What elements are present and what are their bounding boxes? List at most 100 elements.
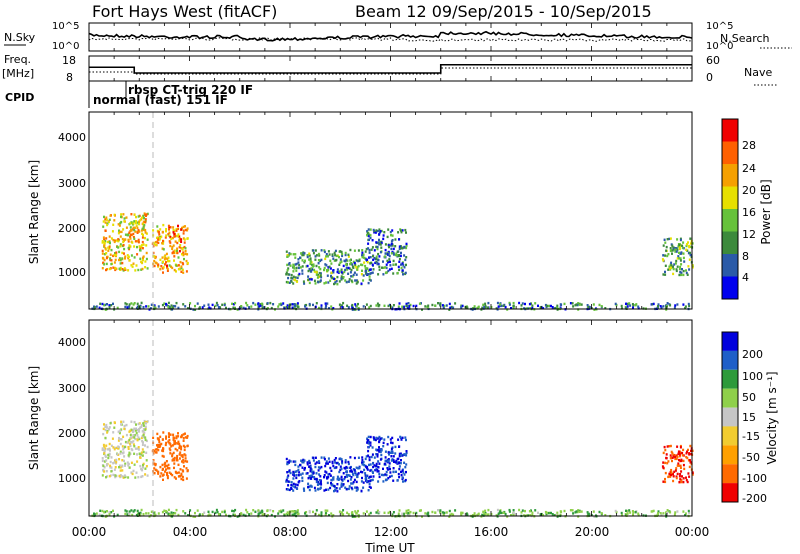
velocity-point — [119, 450, 122, 453]
velocity-point — [114, 459, 116, 462]
power-point — [102, 220, 105, 223]
power-point — [122, 213, 125, 216]
power-point — [685, 271, 688, 275]
power-point — [214, 304, 217, 308]
velocity-point — [288, 469, 291, 472]
power-point — [143, 224, 146, 227]
velocity-point — [137, 446, 140, 449]
power-point — [302, 253, 305, 257]
power-point — [575, 303, 578, 306]
power-point — [373, 231, 376, 234]
velocity-point — [295, 476, 298, 480]
power-point — [361, 263, 364, 267]
velocity-point — [671, 456, 674, 459]
power-point — [542, 307, 545, 310]
power-point — [182, 251, 185, 254]
power-point — [177, 264, 180, 267]
velocity-point — [401, 477, 404, 481]
power-point — [547, 304, 550, 308]
velocity-point — [484, 509, 487, 512]
velocity-point — [393, 460, 395, 463]
velocity-point — [161, 438, 164, 441]
velocity-point — [466, 513, 469, 516]
velocity-point — [366, 441, 369, 444]
power-point — [678, 273, 681, 277]
power-point — [660, 306, 663, 309]
velocity-point — [315, 472, 318, 475]
velocity-point — [112, 446, 115, 449]
velocity-point — [296, 509, 299, 512]
power-point — [348, 267, 351, 270]
power-point — [141, 267, 144, 271]
power-point — [211, 303, 214, 307]
power-point — [346, 259, 349, 262]
velocity-point — [330, 512, 333, 515]
velocity-point — [124, 512, 127, 516]
power-point — [128, 259, 131, 262]
velocity-point — [122, 420, 125, 423]
velocity-point — [371, 453, 374, 456]
velocity-point — [512, 513, 515, 516]
power-point — [324, 307, 327, 310]
power-point — [299, 266, 302, 269]
station-title: Fort Hays West (fitACF) — [92, 2, 277, 21]
power-point — [287, 273, 290, 276]
velocity-point — [315, 509, 318, 512]
velocity-point — [398, 462, 400, 465]
power-point — [691, 242, 694, 245]
velocity-point — [550, 511, 552, 515]
power-point — [101, 267, 104, 270]
velocity-point — [323, 456, 326, 459]
power-point — [332, 269, 335, 272]
power-point — [367, 242, 370, 245]
velocity-point — [123, 427, 126, 430]
velocity-point — [347, 513, 350, 516]
power-point — [686, 273, 689, 276]
velocity-point — [382, 441, 385, 445]
velocity-point — [356, 488, 359, 491]
velocity-point — [375, 453, 378, 456]
velocity-point — [512, 509, 515, 512]
power-point — [130, 213, 133, 216]
power-point — [291, 303, 294, 306]
power-point — [173, 229, 176, 233]
velocity-point — [102, 443, 105, 447]
velocity-point — [371, 478, 374, 482]
velocity-point — [325, 488, 327, 491]
power-point — [167, 224, 170, 228]
power-point — [379, 243, 382, 246]
power-point — [454, 302, 457, 305]
power-point — [680, 273, 683, 277]
nsky-series — [88, 30, 693, 42]
power-point — [687, 302, 690, 306]
power-point — [496, 301, 499, 305]
velocity-point — [572, 512, 575, 515]
velocity-point — [294, 460, 297, 463]
power-point — [303, 252, 306, 255]
power-point — [678, 267, 681, 271]
velocity-point — [108, 426, 111, 429]
colorbar-tick-label: -50 — [742, 451, 760, 464]
velocity-point — [556, 511, 559, 514]
velocity-point — [120, 438, 123, 441]
velocity-point — [319, 479, 322, 482]
velocity-point — [390, 441, 392, 444]
power-point — [170, 265, 172, 268]
power-point — [316, 276, 319, 279]
velocity-point — [293, 474, 296, 477]
velocity-point — [294, 463, 297, 467]
power-point — [377, 273, 380, 276]
nsky-label: N.Sky — [4, 31, 36, 44]
power-point — [123, 252, 125, 255]
power-point — [145, 244, 148, 247]
power-point — [295, 269, 298, 272]
velocity-point — [330, 478, 333, 482]
power-point — [292, 275, 295, 278]
power-point — [324, 257, 327, 261]
velocity-point — [113, 448, 116, 451]
power-point — [112, 266, 115, 269]
power-point — [401, 229, 404, 232]
velocity-point — [404, 436, 407, 439]
power-point — [119, 221, 122, 225]
power-point — [248, 306, 251, 309]
